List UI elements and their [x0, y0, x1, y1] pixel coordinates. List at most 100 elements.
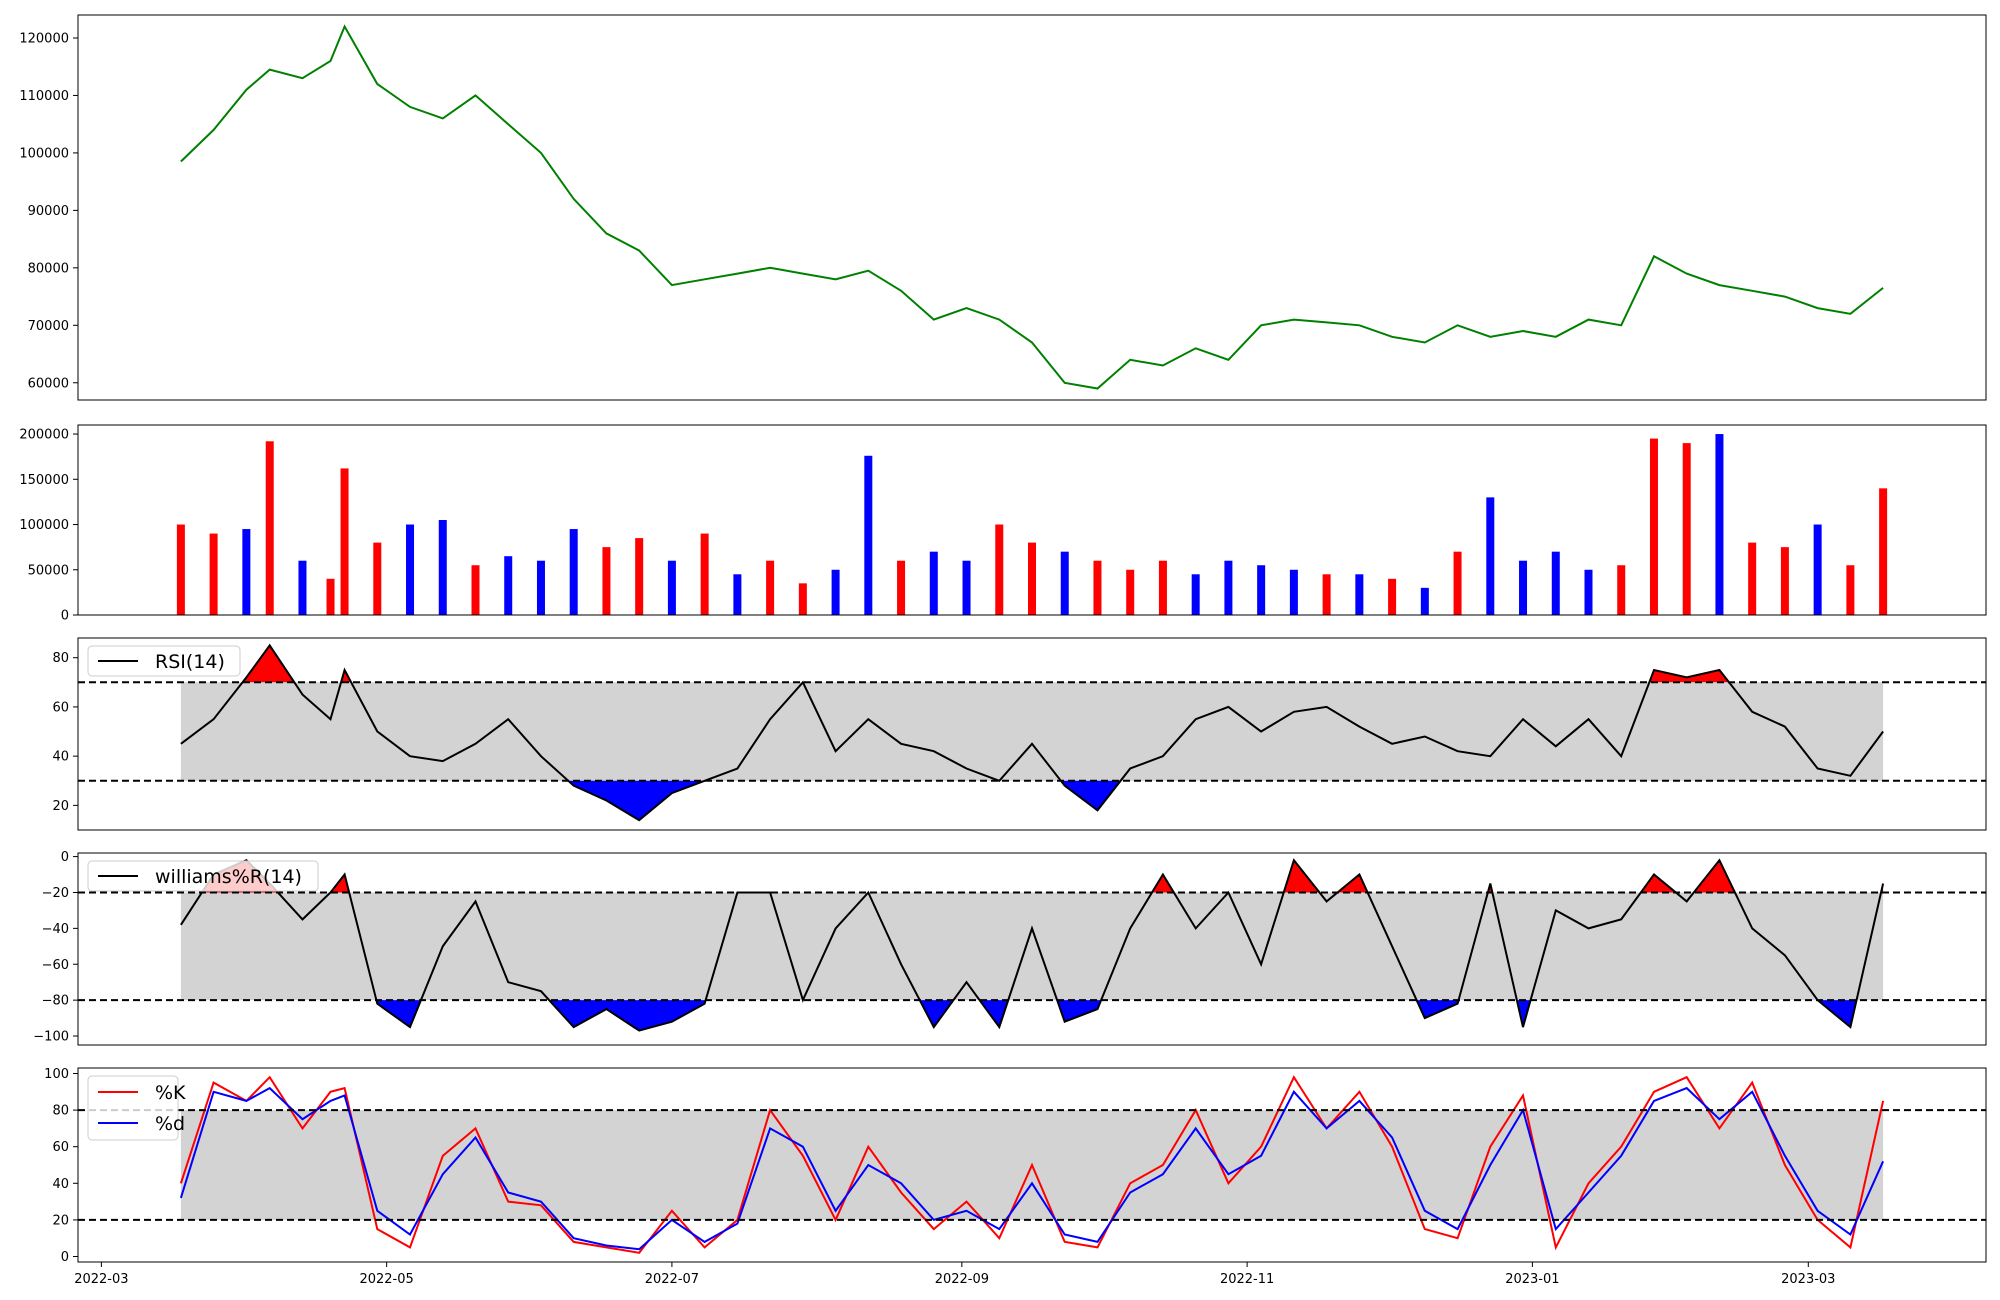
williams-y-tick-label: −60 — [42, 958, 69, 973]
williams-legend: williams%R(14) — [87, 860, 319, 892]
williams-y-tick-label: −80 — [42, 994, 69, 1009]
volume-bar — [602, 547, 611, 615]
volume-bar — [1028, 542, 1036, 615]
volume-bar — [667, 560, 676, 615]
price-line — [180, 24, 1884, 390]
williams-overbought-fill — [1693, 860, 1735, 893]
volume-frame — [77, 424, 1987, 616]
volume-bar — [536, 560, 545, 615]
panel-volume: 0 50000 100000 150000 200000 — [19, 424, 1987, 624]
price-y-tick-label: 120000 — [19, 31, 69, 46]
volume-bar — [1289, 569, 1298, 615]
williams-y-tick-label: 0 — [61, 850, 69, 865]
volume-y-tick-label: 100000 — [19, 518, 69, 533]
volume-bar — [1813, 524, 1822, 615]
williams-line — [180, 858, 1885, 1032]
volume-bar — [1060, 551, 1069, 615]
williams-overbought-fill — [1152, 874, 1174, 893]
volume-bar — [209, 533, 218, 615]
williams-y-tick-label: −100 — [33, 1030, 69, 1045]
volume-bar — [373, 542, 382, 615]
price-frame — [77, 14, 1987, 401]
x-tick-label: 2023-01 — [1505, 1272, 1559, 1287]
x-tick-label: 2022-09 — [935, 1272, 989, 1287]
volume-bar — [1486, 497, 1495, 615]
stochastic-y-tick-label: 60 — [52, 1140, 69, 1155]
volume-bar — [766, 560, 775, 615]
panel-williams: −100 −80 −60 −40 −20 0 williams%R(14) — [33, 850, 1987, 1046]
volume-bar — [1748, 542, 1757, 615]
stochastic-frame — [77, 1067, 1987, 1263]
price-y-tick-label: 70000 — [28, 319, 69, 334]
price-y-tick-label: 100000 — [19, 146, 69, 161]
williams-y-tick-label: −40 — [42, 922, 69, 937]
volume-bar — [242, 529, 251, 615]
rsi-y-tick-label: 40 — [52, 750, 69, 765]
panel-rsi: 20 40 60 80 RSI(14) — [52, 637, 1987, 831]
x-tick-label: 2022-03 — [74, 1272, 128, 1287]
williams-frame — [77, 852, 1987, 1046]
rsi-frame — [77, 637, 1987, 831]
panel-price: 60000 70000 80000 90000 100000 110000 120000 — [19, 14, 1987, 401]
stochastic-y-tick-label: 20 — [52, 1213, 69, 1228]
price-y-tick-label: 90000 — [28, 204, 69, 219]
volume-bar — [635, 538, 644, 615]
williams-oversold-fill — [376, 1000, 421, 1028]
williams-oversold-fill — [919, 1000, 954, 1028]
price-y-tick-label: 110000 — [19, 89, 69, 104]
rsi-overbought-fill — [242, 645, 295, 683]
volume-bar — [700, 533, 709, 615]
volume-bar — [326, 578, 335, 615]
volume-y-tick-label: 150000 — [19, 473, 69, 488]
volume-bar — [1158, 560, 1167, 615]
price-y-tick-label: 80000 — [28, 261, 69, 276]
volume-bar — [1191, 574, 1200, 615]
volume-bar — [265, 441, 274, 615]
volume-y-tick-label: 50000 — [28, 563, 69, 578]
stochastic-line-d — [179, 1086, 1885, 1251]
x-tick-label: 2022-07 — [645, 1272, 699, 1287]
williams-neutral-band — [180, 892, 1884, 1001]
volume-bar — [897, 560, 906, 615]
rsi-neutral-band — [180, 682, 1884, 781]
volume-bar — [995, 524, 1004, 615]
volume-bar — [1126, 569, 1135, 615]
volume-bar — [864, 455, 873, 615]
volume-bar — [1420, 587, 1429, 615]
x-tick-label: 2022-11 — [1220, 1272, 1274, 1287]
rsi-y-tick-label: 60 — [52, 700, 69, 715]
volume-bar — [1519, 560, 1528, 615]
legend-label: RSI(14) — [155, 651, 225, 673]
x-tick-label: 2022-05 — [359, 1272, 413, 1287]
volume-bar — [471, 565, 480, 615]
volume-bar — [1093, 560, 1102, 615]
volume-bar — [438, 520, 447, 615]
stochastic-y-tick-label: 100 — [44, 1067, 69, 1082]
stochastic-legend: %K %d — [87, 1075, 186, 1141]
volume-bar — [733, 574, 742, 615]
volume-bar — [798, 583, 807, 615]
volume-bar — [1584, 569, 1593, 615]
stochastic-y-tick-label: 0 — [61, 1250, 69, 1265]
volume-bar — [1617, 565, 1626, 615]
volume-bar — [1257, 565, 1266, 615]
legend-box — [87, 860, 319, 892]
volume-bar — [504, 556, 513, 615]
rsi-oversold-fill — [568, 780, 705, 821]
williams-overbought-fill — [1640, 874, 1676, 893]
volume-bar — [1322, 574, 1331, 615]
volume-bar — [1682, 443, 1691, 615]
williams-y-tick-label: −20 — [42, 886, 69, 901]
volume-bar — [569, 529, 578, 615]
volume-bar — [831, 569, 840, 615]
legend-label: %K — [155, 1082, 186, 1104]
rsi-y-tick-label: 20 — [52, 799, 69, 814]
legend-box — [87, 645, 241, 677]
volume-y-tick-label: 0 — [61, 609, 69, 624]
williams-oversold-fill — [1057, 1000, 1102, 1022]
legend-label: %d — [155, 1113, 185, 1135]
williams-overbought-fill — [1283, 860, 1320, 893]
volume-bar — [1649, 438, 1658, 615]
